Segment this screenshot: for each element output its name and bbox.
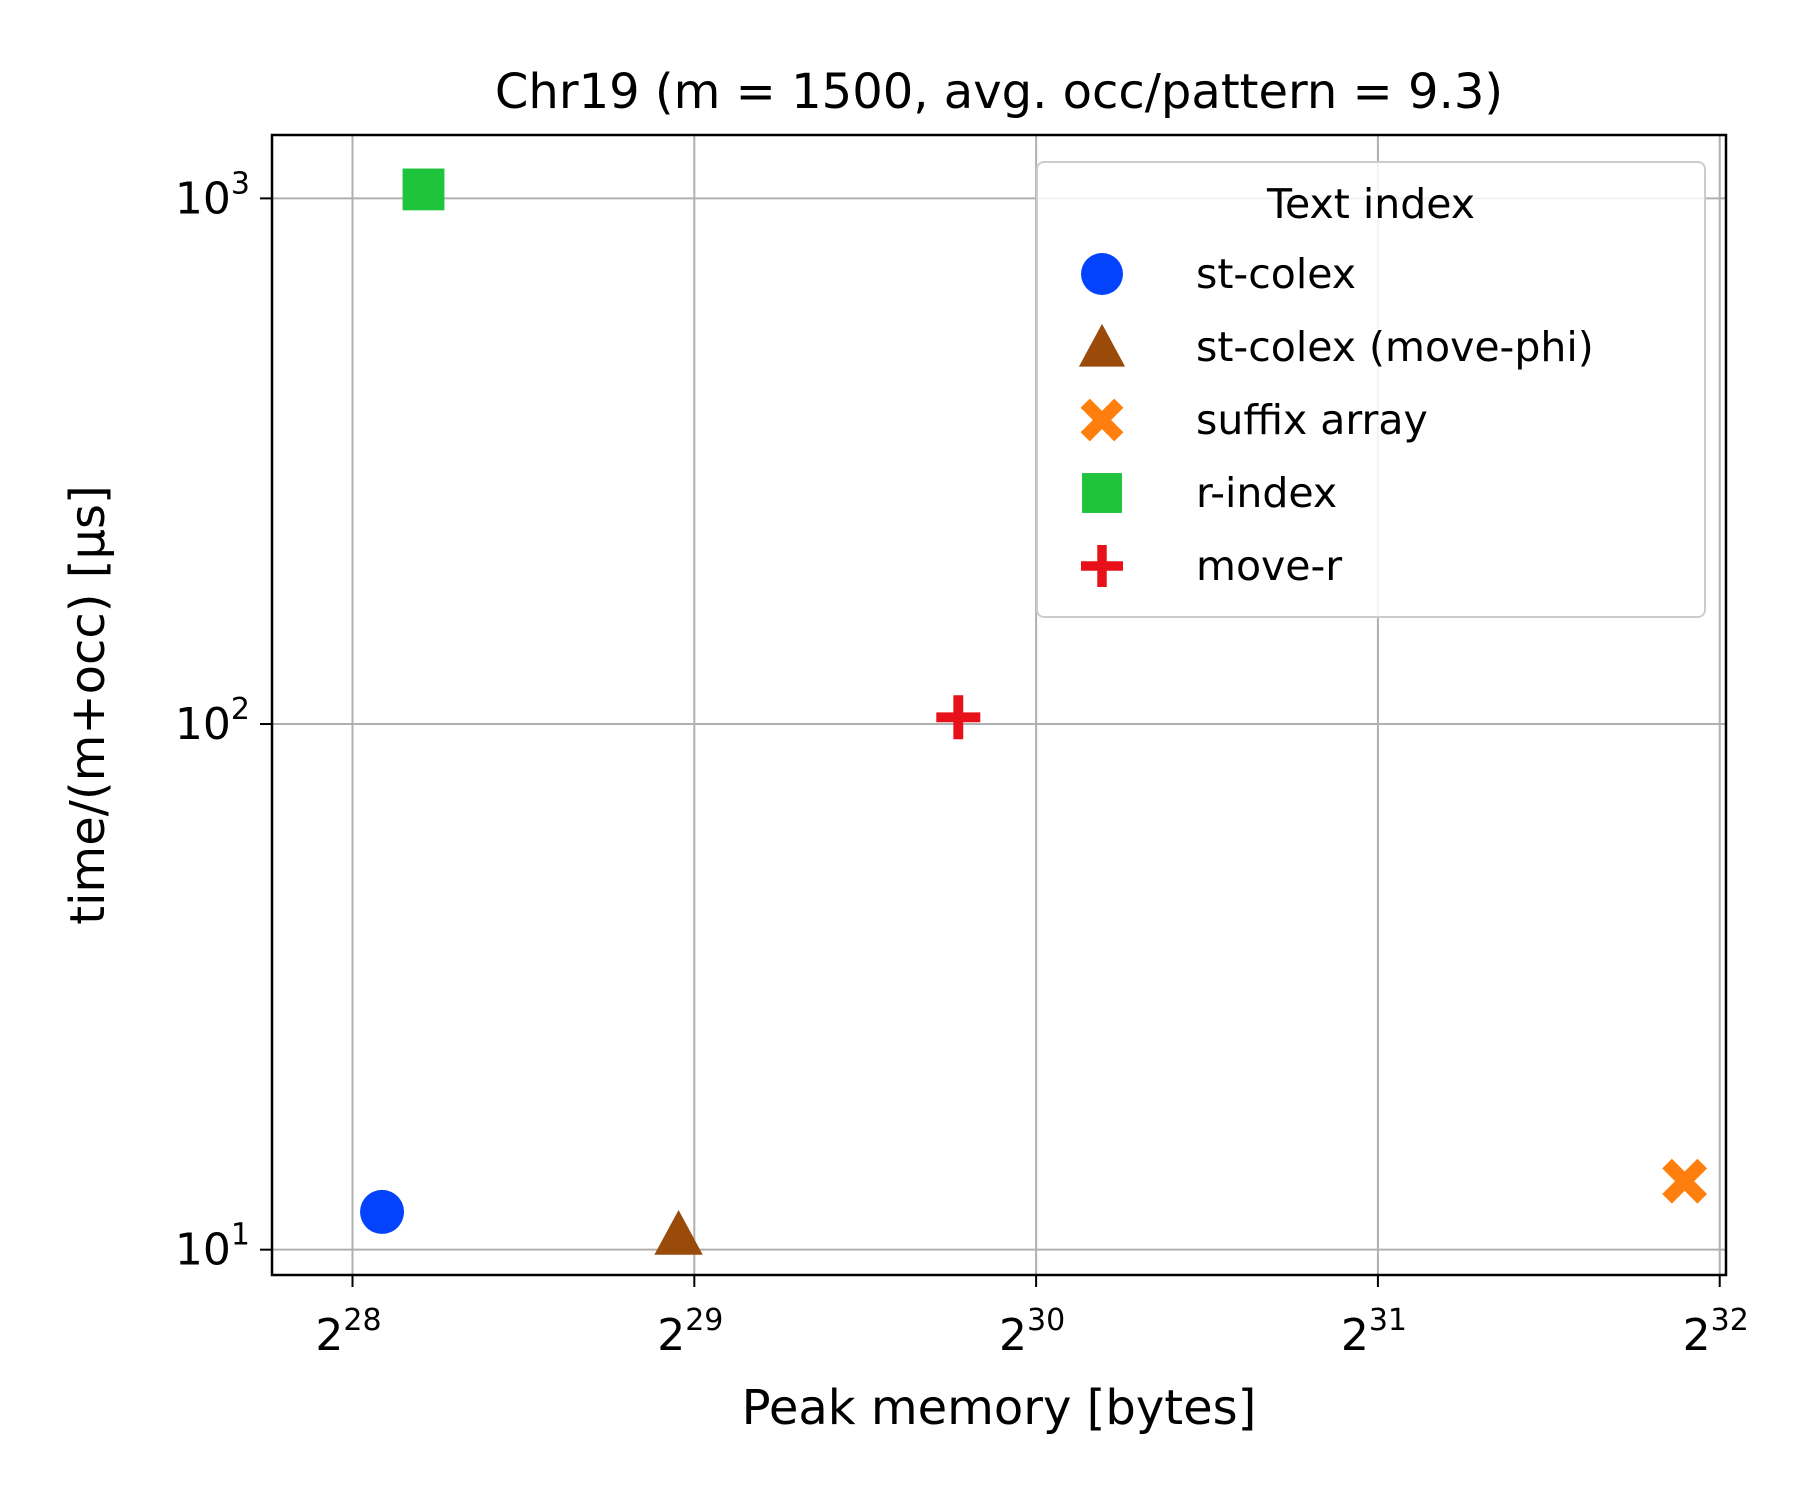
y-tick-label: 102 — [175, 692, 250, 750]
data-point-r-index — [402, 168, 445, 211]
legend-items: st-colex st-colex (move-phi) suffix array r… — [1078, 250, 1594, 590]
legend-label-st-colex: st-colex — [1196, 250, 1356, 298]
legend-label-move-r: move-r — [1196, 542, 1342, 590]
legend-label-r-index: r-index — [1196, 469, 1337, 517]
legend-title: Text index — [1266, 180, 1475, 228]
data-point-move-r — [936, 695, 981, 740]
x-tick-label: 231 — [1341, 1303, 1407, 1361]
data-points — [360, 168, 1708, 1255]
data-point-st-colex-move-phi — [654, 1210, 703, 1255]
x-axis-label: Peak memory [bytes] — [742, 1380, 1257, 1436]
data-point-st-colex — [360, 1189, 405, 1234]
y-axis-label: time/(m+occ) [µs] — [60, 485, 116, 924]
legend-marker-move-r — [1081, 545, 1123, 587]
legend-label-suffix-array: suffix array — [1196, 396, 1428, 444]
y-tick-label: 101 — [175, 1218, 250, 1276]
legend-marker-suffix-array — [1080, 398, 1124, 442]
legend: Text index st-colex st-colex (move-phi) su… — [1036, 161, 1706, 618]
x-tick-label: 230 — [999, 1303, 1065, 1361]
x-tick-label: 228 — [315, 1303, 381, 1361]
legend-label-st-colex-move-phi: st-colex (move-phi) — [1196, 323, 1594, 371]
data-point-suffix-array — [1662, 1158, 1708, 1204]
legend-marker-st-colex — [1081, 253, 1123, 295]
legend-marker-st-colex-move-phi — [1078, 323, 1126, 367]
x-axis-ticks: 228 229 230 231 232 — [315, 1275, 1749, 1361]
chart-title: Chr19 (m = 1500, avg. occ/pattern = 9.3) — [495, 64, 1503, 120]
y-axis-ticks: 101 102 103 — [175, 166, 272, 1276]
legend-frame — [1036, 161, 1706, 618]
x-tick-label: 232 — [1683, 1303, 1749, 1361]
plot-area-frame — [270, 133, 1728, 1277]
legend-marker-r-index — [1082, 473, 1122, 513]
x-tick-label: 229 — [657, 1303, 723, 1361]
y-tick-label: 103 — [175, 166, 250, 224]
